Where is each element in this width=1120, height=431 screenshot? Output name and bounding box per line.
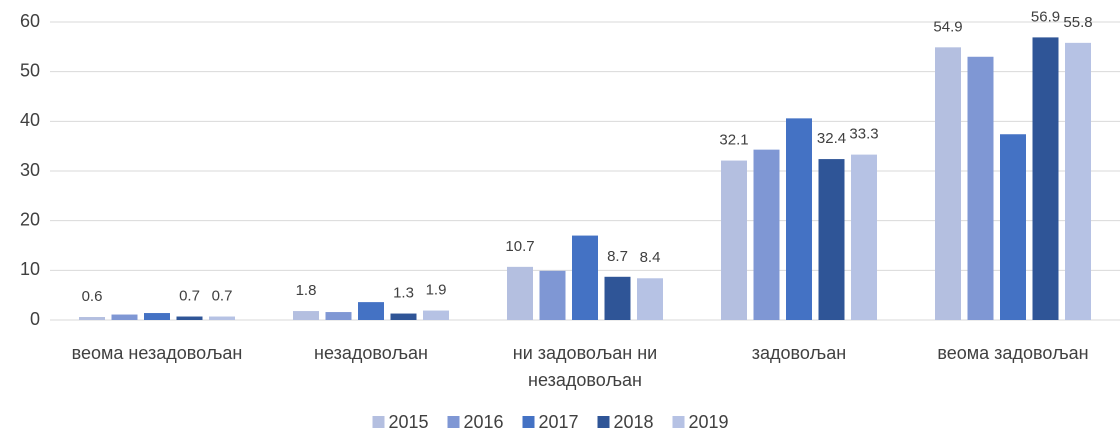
bar [721,160,747,320]
y-tick-label: 30 [20,160,40,180]
x-tick-label: веома незадовољан [71,343,243,363]
legend-swatch [597,416,610,428]
bar [176,316,203,320]
bar [851,154,877,320]
bar [753,149,780,320]
data-label: 32.4 [817,130,846,147]
bar [423,310,449,320]
bar [293,311,319,320]
bar [111,314,138,320]
legend-label: 2019 [689,412,729,431]
bar [539,270,566,320]
x-tick-label: незадовољан [314,343,428,363]
bar [1000,134,1026,320]
data-label: 1.8 [296,282,317,299]
legend-label: 2015 [389,412,429,431]
bar [144,313,170,320]
y-tick-label: 0 [30,309,40,329]
legend-swatch [372,416,385,428]
y-tick-label: 50 [20,60,40,80]
legend-label: 2018 [614,412,654,431]
legend-label: 2017 [539,412,579,431]
y-tick-label: 60 [20,11,40,31]
x-tick-label: ни задовољан ни незадовољан [512,343,658,390]
x-tick-label: задовољан [751,343,847,363]
legend-label: 2016 [464,412,504,431]
bar [572,235,598,320]
bar [390,313,417,320]
bar [209,316,235,320]
bar [604,276,631,320]
data-label: 1.9 [426,282,447,299]
legend-swatch [522,416,535,428]
data-label: 0.6 [82,288,103,305]
bar [637,278,663,320]
x-tick-label: веома задовољан [937,343,1089,363]
data-label: 55.8 [1063,14,1092,31]
bar [786,118,812,320]
y-tick-label: 40 [20,110,40,130]
bar [1065,42,1091,321]
bar [325,312,352,320]
data-label: 33.3 [849,126,878,143]
legend-swatch [672,416,685,428]
bar [79,317,105,320]
data-label: 0.7 [212,287,233,304]
data-label: 0.7 [179,287,200,304]
legend-swatch [447,416,460,428]
bar [507,266,533,320]
bar [1032,37,1059,320]
data-label: 1.3 [393,285,414,302]
data-label: 8.7 [607,248,628,265]
data-label: 8.4 [640,249,661,266]
data-label: 56.9 [1031,8,1060,25]
bar [967,56,994,321]
bar [818,159,845,320]
y-tick-label: 10 [20,259,40,279]
data-label: 10.7 [505,238,534,255]
data-label: 32.1 [719,132,748,149]
data-label: 54.9 [933,18,962,35]
bar [935,47,961,320]
bar [358,302,384,320]
y-tick-label: 20 [20,209,40,229]
